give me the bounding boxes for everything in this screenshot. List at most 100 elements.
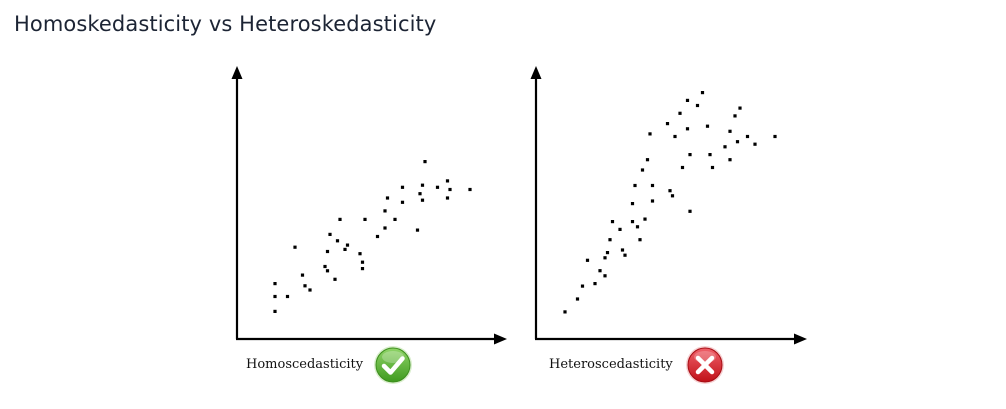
scatter-point xyxy=(273,309,277,313)
heteroscedasticity-chart: Heteroscedasticity xyxy=(530,66,807,384)
scatter-point xyxy=(685,127,690,131)
scatter-point xyxy=(753,142,757,146)
scatter-point xyxy=(328,232,332,236)
scatter-point xyxy=(620,248,625,252)
scatter-point xyxy=(733,114,737,118)
chart-caption: Homoscedasticity xyxy=(246,357,364,372)
scatter-point xyxy=(630,220,635,224)
scatter-point xyxy=(445,196,450,200)
scatter-point xyxy=(670,194,675,198)
cross-icon xyxy=(686,346,724,384)
scatter-point xyxy=(695,103,700,108)
scatter-point xyxy=(728,158,732,162)
scatter-point xyxy=(650,199,655,203)
scatter-point xyxy=(633,183,637,188)
scatter-point xyxy=(383,209,387,213)
scatter-point xyxy=(618,227,622,231)
scatter-point xyxy=(688,153,692,157)
scatter-point xyxy=(673,134,677,139)
scatter-point xyxy=(358,252,362,256)
scatter-point xyxy=(638,238,642,242)
scatter-point xyxy=(418,192,422,196)
scatter-point xyxy=(705,124,710,128)
y-axis-arrowhead xyxy=(530,66,542,79)
scatter-point xyxy=(603,256,607,260)
scatter-point xyxy=(630,202,635,206)
scatter-point xyxy=(700,91,705,95)
scatter-point xyxy=(345,243,350,247)
scatter-point xyxy=(648,132,652,136)
scatter-point xyxy=(375,234,380,239)
scatter-point xyxy=(688,209,692,213)
scatter-point xyxy=(563,310,567,314)
scatter-point xyxy=(445,179,450,183)
scatter-point xyxy=(338,217,342,221)
scatter-point xyxy=(640,168,645,172)
scatter-point xyxy=(610,220,615,224)
scatter-point xyxy=(745,134,750,139)
scatter-point xyxy=(603,274,607,278)
scatter-point xyxy=(710,165,715,170)
scatter-point xyxy=(393,217,397,221)
scatter-point xyxy=(680,165,685,170)
homoscedasticity-chart: Homoscedasticity xyxy=(231,66,507,384)
scatter-point xyxy=(708,153,712,157)
scatter-point xyxy=(360,260,365,264)
scatter-point xyxy=(273,294,277,299)
scatter-point xyxy=(435,185,440,189)
page-title: Homoskedasticity vs Heteroskedasticity xyxy=(14,12,437,36)
scatter-point xyxy=(728,129,732,133)
scatter-point xyxy=(308,288,312,292)
x-axis-arrowhead xyxy=(494,333,507,345)
scatter-point xyxy=(360,267,365,271)
x-axis-arrowhead xyxy=(794,333,807,345)
scatter-point xyxy=(598,269,602,273)
scatter-point xyxy=(333,277,337,281)
scatter-point xyxy=(575,297,580,301)
scatter-point xyxy=(300,273,305,277)
scatter-point xyxy=(585,258,590,262)
scatter-point xyxy=(608,238,612,242)
chart-caption: Heteroscedasticity xyxy=(549,357,673,372)
scatter-point xyxy=(325,269,330,273)
scatter-point xyxy=(635,225,640,229)
scatter-point xyxy=(273,282,277,286)
scatter-point xyxy=(423,160,427,164)
scatter-point xyxy=(468,187,472,192)
scatter-point xyxy=(448,187,452,192)
scatter-point xyxy=(303,284,307,288)
check-icon xyxy=(374,346,412,384)
scatter-point xyxy=(665,122,670,126)
scatter-point xyxy=(385,196,390,200)
scatter-point xyxy=(668,189,672,193)
scatter-point xyxy=(325,249,330,254)
scatter-point xyxy=(605,251,610,255)
scatter-point xyxy=(363,217,367,221)
scatter-point xyxy=(643,217,647,221)
scatter-point xyxy=(400,185,405,189)
scatter-point xyxy=(678,111,682,115)
scatter-points xyxy=(563,91,777,314)
scatter-point xyxy=(285,294,290,299)
scatter-point xyxy=(335,239,340,243)
scatter-point xyxy=(735,140,740,144)
scatter-point xyxy=(650,183,655,188)
scatter-point xyxy=(293,245,297,249)
scatter-point xyxy=(400,200,405,204)
scatter-points xyxy=(273,160,472,313)
scatter-point xyxy=(420,183,425,187)
scatter-point xyxy=(593,282,597,286)
scatter-point xyxy=(323,264,327,269)
scatter-point xyxy=(415,228,420,232)
scatter-point xyxy=(383,226,387,230)
scatter-point xyxy=(343,247,347,251)
scatter-point xyxy=(623,253,627,257)
scatter-point xyxy=(723,145,727,149)
scatter-point xyxy=(738,106,742,110)
scatter-point xyxy=(420,198,425,202)
scatter-point xyxy=(685,98,690,102)
scatter-point xyxy=(773,134,777,139)
scatter-point xyxy=(645,158,650,162)
y-axis-arrowhead xyxy=(231,66,243,79)
